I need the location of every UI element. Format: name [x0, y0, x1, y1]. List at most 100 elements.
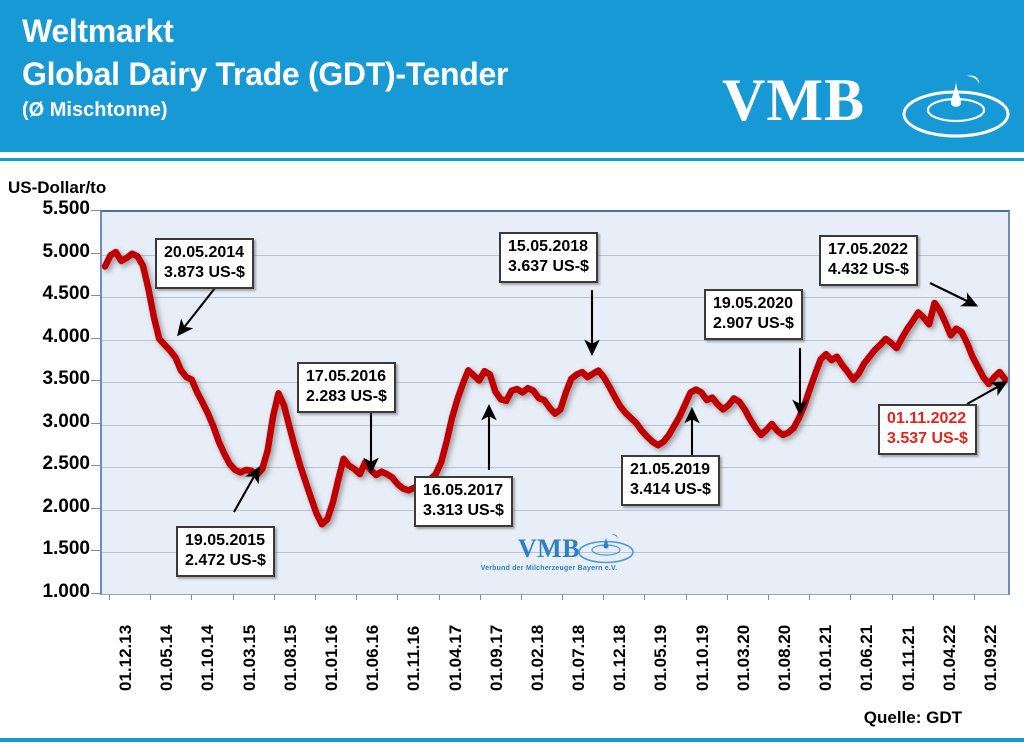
y-axis-tick-mark [91, 337, 100, 339]
y-axis-tick-mark [91, 252, 100, 254]
y-axis-tick-label: 4.000 [42, 325, 90, 347]
y-axis-tick-label: 5.500 [42, 198, 90, 219]
y-axis-tick-label: 2.000 [42, 495, 90, 517]
gridline [102, 339, 1008, 341]
annotation-value: 2.283 US-$ [306, 388, 387, 405]
y-axis-tick-mark [91, 593, 100, 594]
annotation-callout-a2020[interactable]: 19.05.2020 2.907 US-$ [704, 289, 803, 340]
x-axis-tick-mark [438, 593, 440, 600]
x-axis-tick-mark [397, 593, 399, 600]
gridline [102, 509, 1008, 511]
annotation-callout-a2022a[interactable]: 17.05.2022 4.432 US-$ [819, 235, 918, 286]
x-axis-tick-mark [273, 593, 275, 600]
x-axis-tick-mark [191, 593, 193, 600]
x-axis-tick-label: 01.12.13 [116, 624, 136, 691]
y-axis-tick-label: 1.000 [42, 581, 90, 602]
x-axis-tick-mark [726, 593, 728, 600]
gridline [102, 382, 1008, 384]
y-axis-tick-mark [91, 465, 100, 467]
annotation-date: 19.05.2015 [185, 532, 266, 549]
annotation-date: 19.05.2020 [713, 295, 794, 312]
header-spacer [0, 152, 1024, 158]
x-axis-tick-label: 01.03.20 [733, 624, 753, 691]
x-axis-tick-label: 01.04.22 [939, 624, 959, 691]
x-axis-tick-label: 01.09.17 [486, 624, 506, 691]
x-axis-tick-mark [356, 593, 358, 600]
x-axis-tick-label: 01.01.21 [816, 624, 836, 691]
x-axis-tick-label: 01.06.16 [363, 624, 383, 691]
annotation-callout-a2015[interactable]: 19.05.2015 2.472 US-$ [176, 526, 275, 577]
annotation-date: 15.05.2018 [508, 238, 589, 255]
footer-rule [0, 738, 1024, 742]
source-note: Quelle: GDT [863, 708, 962, 727]
y-axis-tick-label: 2.500 [42, 453, 90, 475]
x-axis-tick-mark [685, 593, 687, 600]
x-axis-tick-mark [562, 593, 564, 600]
vmb-logo: VMB [722, 70, 1012, 142]
x-axis-tick-mark [891, 593, 893, 600]
annotation-date: 17.05.2022 [828, 241, 909, 258]
annotation-value: 3.414 US-$ [630, 481, 711, 498]
annotation-value: 3.873 US-$ [164, 264, 245, 281]
annotation-callout-a2014[interactable]: 20.05.2014 3.873 US-$ [155, 238, 254, 289]
x-axis-tick-label: 01.03.15 [239, 624, 259, 691]
y-axis-tick-mark [91, 295, 100, 297]
y-axis-tick-mark [91, 507, 100, 509]
x-axis-tick-label: 01.10.19 [692, 624, 712, 691]
x-axis-tick-mark [850, 593, 852, 600]
annotation-date: 16.05.2017 [423, 482, 504, 499]
x-axis-tick-mark [809, 593, 811, 600]
x-axis-tick-mark [932, 593, 934, 600]
annotation-callout-a2016[interactable]: 17.05.2016 2.283 US-$ [297, 362, 396, 413]
page-subtitle-secondary: (Ø Mischtonne) [22, 99, 168, 121]
y-axis-tick-label: 3.000 [42, 410, 90, 432]
annotation-value: 2.472 US-$ [185, 552, 266, 569]
y-axis-tick-label: 4.500 [42, 283, 90, 305]
y-axis-tick-mark [91, 210, 100, 211]
x-axis-tick-label: 01.12.18 [610, 624, 630, 691]
annotation-value: 3.313 US-$ [423, 502, 504, 519]
annotation-callout-a2017[interactable]: 16.05.2017 3.313 US-$ [414, 476, 513, 527]
x-axis-tick-mark [973, 593, 975, 600]
annotation-date: 21.05.2019 [630, 461, 711, 478]
gridline [102, 297, 1008, 299]
milk-drop-ripple-icon [900, 72, 1012, 147]
header-divider-rule [0, 158, 1024, 161]
x-axis-tick-label: 01.11.21 [898, 625, 918, 691]
y-axis-tick-mark [91, 380, 100, 382]
x-axis-tick-label: 01.04.17 [445, 624, 465, 691]
gridline [102, 552, 1008, 554]
y-axis-tick-label: 1.500 [42, 538, 90, 560]
annotation-date: 01.11.2022 [887, 410, 967, 427]
page-header: Weltmarkt Global Dairy Trade (GDT)-Tende… [0, 0, 1024, 152]
y-axis-tick-mark [91, 550, 100, 552]
annotation-value: 3.537 US-$ [887, 430, 968, 447]
x-axis-tick-mark [150, 593, 152, 600]
x-axis-tick-mark [644, 593, 646, 600]
annotation-value: 2.907 US-$ [713, 315, 794, 332]
x-axis-tick-mark [109, 593, 111, 600]
x-axis-tick-mark [767, 593, 769, 600]
vmb-logo-wordmark: VMB [722, 67, 865, 133]
y-axis-tick-mark [91, 422, 100, 424]
x-axis-tick-mark [603, 593, 605, 600]
annotation-date: 20.05.2014 [164, 244, 245, 261]
header-title-group: Weltmarkt Global Dairy Trade (GDT)-Tende… [22, 10, 508, 124]
x-axis-tick-label: 01.08.20 [774, 624, 794, 691]
gridline [102, 467, 1008, 469]
x-axis-tick-mark [479, 593, 481, 600]
x-axis-tick-label: 01.05.19 [651, 624, 671, 691]
x-axis-tick-label: 01.01.16 [321, 624, 341, 691]
x-axis-tick-mark [520, 593, 522, 600]
annotation-date: 17.05.2016 [306, 368, 387, 385]
annotation-callout-a2022b[interactable]: 01.11.2022 3.537 US-$ [878, 404, 977, 455]
x-axis-tick-label: 01.11.16 [404, 625, 424, 691]
annotation-value: 3.637 US-$ [508, 258, 589, 275]
annotation-callout-a2018[interactable]: 15.05.2018 3.637 US-$ [499, 232, 598, 283]
x-axis-tick-label: 01.09.22 [980, 624, 1000, 691]
y-axis-title: US-Dollar/to [8, 178, 107, 197]
x-axis-tick-label: 01.06.21 [857, 624, 877, 691]
x-axis-tick-label: 01.05.14 [157, 624, 177, 691]
annotation-callout-a2019[interactable]: 21.05.2019 3.414 US-$ [621, 455, 720, 506]
